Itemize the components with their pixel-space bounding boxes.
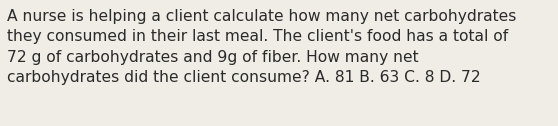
Text: A nurse is helping a client calculate how many net carbohydrates
they consumed i: A nurse is helping a client calculate ho…: [7, 9, 516, 85]
